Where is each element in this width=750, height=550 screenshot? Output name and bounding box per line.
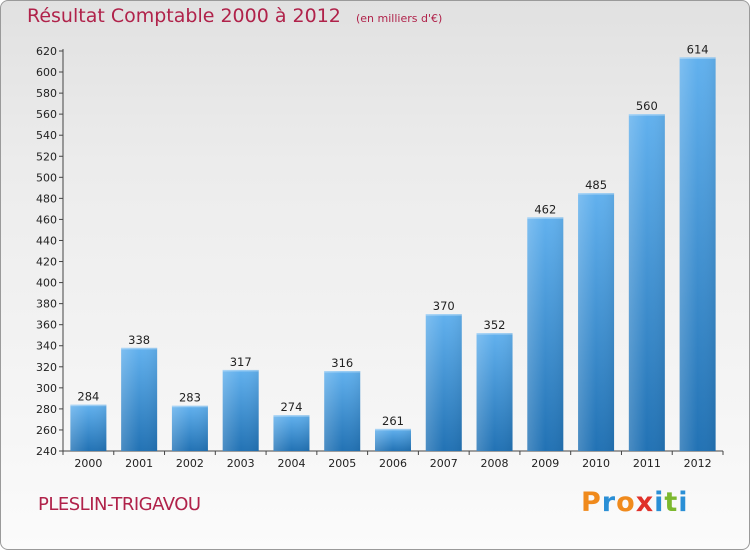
y-tick-label: 320 [36, 361, 57, 374]
data-label-2010: 485 [585, 178, 607, 192]
y-tick-label: 500 [36, 171, 57, 184]
bar-top-highlight [121, 347, 158, 350]
x-axis: 2000 2001 2002 2003 2004 2005 2006 2007 2008 2009… [62, 450, 724, 470]
data-label-2001: 338 [128, 333, 150, 347]
bar-top-highlight [171, 405, 208, 408]
bar-shine [222, 369, 259, 451]
bar-top-highlight [527, 217, 564, 219]
y-tick-label: 240 [36, 445, 57, 458]
y-tick-label: 460 [36, 213, 57, 226]
y-tick-label: 600 [36, 66, 57, 79]
data-label-2005: 316 [331, 356, 353, 370]
x-tick-label-2010: 2010 [582, 457, 610, 470]
y-tick-label: 400 [36, 277, 57, 290]
bar-top-highlight [324, 371, 361, 373]
y-tick-label: 300 [36, 382, 57, 395]
x-tick-label-2000: 2000 [74, 457, 102, 470]
bar-shine [679, 57, 716, 451]
y-tick-label: 560 [36, 108, 57, 121]
bars [70, 57, 716, 451]
y-tick-label: 280 [36, 403, 57, 416]
bar-shine [171, 405, 208, 451]
commune-name: PLESLIN-TRIGAVOU [38, 494, 201, 515]
y-tick-label: 620 [36, 45, 57, 58]
proxiti-logo: Proxiti [581, 487, 689, 518]
chart-unit-note: (en milliers d'€) [355, 12, 443, 25]
bar-shine [375, 428, 411, 451]
bar-shine [476, 333, 513, 451]
x-tick-label-2003: 2003 [227, 457, 255, 470]
x-tick-label-2001: 2001 [125, 457, 153, 470]
data-label-2003: 317 [230, 355, 252, 369]
logo-letter: t [664, 487, 679, 518]
chart-title-main: Résultat Comptable 2000 à 2012 [27, 5, 341, 27]
y-tick-label: 480 [36, 192, 57, 205]
data-label-2008: 352 [484, 318, 506, 332]
bar-shine [425, 314, 462, 451]
data-label-2002: 283 [179, 391, 201, 405]
bar-top-highlight [578, 193, 615, 195]
bar-top-highlight [70, 404, 107, 407]
bar-top-highlight [679, 57, 716, 59]
y-axis: 240 260 280 300 320 340 360 380 400 420 440 460 480 5… [36, 45, 64, 458]
bar-top-highlight [628, 114, 665, 116]
x-tick-label-2012: 2012 [684, 457, 712, 470]
bar-shine [527, 217, 564, 451]
x-tick-label-2009: 2009 [531, 457, 559, 470]
x-tick-label-2011: 2011 [633, 457, 661, 470]
bar-top-highlight [476, 333, 513, 335]
y-tick-label: 360 [36, 319, 57, 332]
y-tick-label: 340 [36, 340, 57, 353]
data-label-2004: 274 [280, 400, 302, 414]
x-tick-label-2005: 2005 [328, 457, 356, 470]
logo-letter: P [581, 487, 602, 518]
data-label-2007: 370 [433, 299, 455, 313]
x-tick-label-2004: 2004 [277, 457, 305, 470]
data-label-2006: 261 [382, 414, 404, 428]
x-tick-label-2002: 2002 [176, 457, 204, 470]
bar-top-highlight [222, 369, 259, 372]
x-tick-label-2006: 2006 [379, 457, 407, 470]
bar-shine [121, 347, 158, 451]
x-tick-label-2008: 2008 [481, 457, 509, 470]
y-tick-label: 520 [36, 150, 57, 163]
data-label-2000: 284 [77, 390, 99, 404]
bar-shine [324, 371, 361, 451]
y-tick-label: 380 [36, 298, 57, 311]
logo-letter: r [601, 487, 617, 518]
logo-letter: i [654, 487, 665, 518]
x-tick-label-2007: 2007 [430, 457, 458, 470]
y-tick-label: 580 [36, 87, 57, 100]
y-tick-label: 260 [36, 424, 57, 437]
bar-top-highlight [273, 415, 310, 417]
y-tick-label: 420 [36, 256, 57, 269]
data-labels: 284 338 283 317 274 316 261 370 352 462 485 560 614 [77, 42, 708, 428]
data-label-2012: 614 [687, 42, 709, 56]
bar-shine [578, 193, 615, 451]
logo-letter: o [616, 487, 636, 518]
bar-top-highlight [375, 428, 411, 431]
logo-letter: i [678, 487, 689, 518]
bar-shine [70, 404, 107, 451]
data-label-2009: 462 [534, 202, 556, 216]
bar-top-highlight [425, 314, 462, 316]
y-tick-label: 440 [36, 234, 57, 247]
chart-title: Résultat Comptable 2000 à 2012 (en milli… [27, 5, 442, 27]
bar-shine [628, 114, 665, 451]
logo-letter: x [635, 487, 655, 518]
bar-shine [273, 415, 310, 451]
y-tick-label: 540 [36, 129, 57, 142]
data-label-2011: 560 [636, 99, 658, 113]
